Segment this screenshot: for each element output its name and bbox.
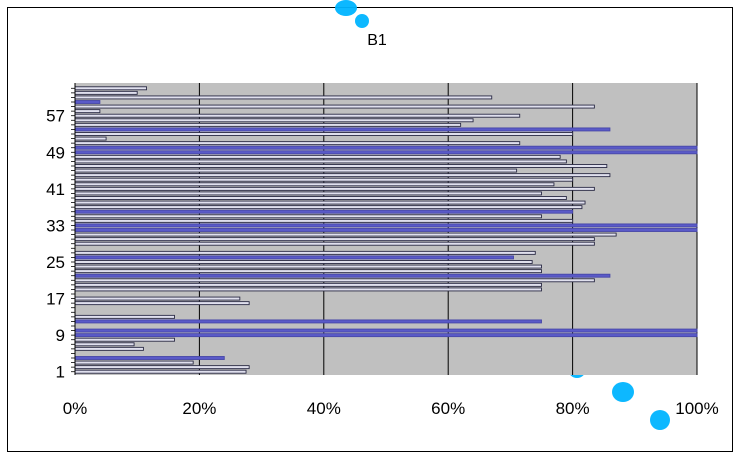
bars — [74, 86, 698, 374]
bar — [74, 328, 698, 333]
bar — [74, 164, 608, 168]
bar — [74, 365, 250, 370]
bar — [74, 223, 698, 228]
bar — [74, 177, 574, 182]
bar — [74, 122, 462, 127]
bar — [74, 141, 521, 146]
bar — [74, 145, 698, 150]
bar — [74, 205, 583, 210]
bar — [74, 132, 574, 136]
bar — [74, 218, 574, 223]
bar — [74, 154, 561, 159]
bar — [74, 109, 101, 114]
y-tick-label: 57 — [46, 107, 65, 126]
bar — [74, 342, 135, 347]
bar — [74, 232, 617, 237]
bar — [74, 260, 533, 264]
x-tick-label: 80% — [556, 399, 590, 418]
bar — [74, 250, 536, 255]
bar — [74, 287, 542, 292]
chart-title: B1 — [367, 32, 387, 49]
bar — [74, 241, 595, 246]
y-tick-label: 25 — [46, 253, 65, 272]
y-tick-label: 41 — [46, 180, 65, 199]
bar — [74, 255, 514, 260]
y-tick-label: 9 — [56, 326, 65, 345]
bar — [74, 273, 611, 278]
bar — [74, 278, 595, 283]
bar — [74, 296, 241, 301]
bar — [74, 360, 194, 365]
x-tick-label: 20% — [182, 399, 216, 418]
bar — [74, 168, 518, 173]
bar — [74, 333, 698, 338]
bar — [74, 159, 567, 164]
y-tick-label: 17 — [46, 290, 65, 309]
bar — [74, 113, 521, 118]
bar — [74, 173, 611, 178]
bar — [74, 301, 250, 306]
watermark-dot — [355, 14, 369, 28]
bar — [74, 100, 101, 104]
bar — [74, 95, 493, 100]
bar — [74, 337, 175, 342]
bar — [74, 136, 107, 141]
bar — [74, 237, 595, 242]
bar — [74, 191, 542, 196]
y-tick-label: 33 — [46, 216, 65, 235]
x-tick-label: 60% — [431, 399, 465, 418]
bar — [74, 86, 147, 91]
bar — [74, 346, 144, 351]
bar — [74, 150, 698, 155]
y-tick-label: 49 — [46, 143, 65, 162]
x-tick-label: 40% — [307, 399, 341, 418]
bar — [74, 282, 542, 287]
bar — [74, 264, 542, 269]
watermark-dot — [612, 382, 634, 402]
watermark-dot — [335, 0, 357, 16]
bar — [74, 228, 698, 232]
watermark-dot — [650, 410, 670, 430]
bar — [74, 356, 225, 360]
bar — [74, 209, 574, 214]
y-axis: 1 9 17 25 33 41 49 57 — [46, 83, 76, 382]
bar — [74, 319, 542, 324]
x-tick-label: 0% — [63, 399, 88, 418]
bar — [74, 186, 595, 191]
bar — [74, 182, 555, 187]
bar — [74, 118, 474, 123]
y-tick-label: 1 — [56, 363, 65, 382]
bar — [74, 90, 138, 95]
bar — [74, 127, 611, 132]
x-tick-label: 100% — [675, 399, 718, 418]
x-axis: 0% 20% 40% 60% 80% 100% — [63, 399, 719, 418]
bar — [74, 269, 542, 274]
bar — [74, 104, 595, 109]
bar — [74, 214, 542, 219]
bar — [74, 196, 567, 200]
bar — [74, 369, 247, 374]
bar — [74, 314, 175, 319]
bar — [74, 200, 586, 205]
